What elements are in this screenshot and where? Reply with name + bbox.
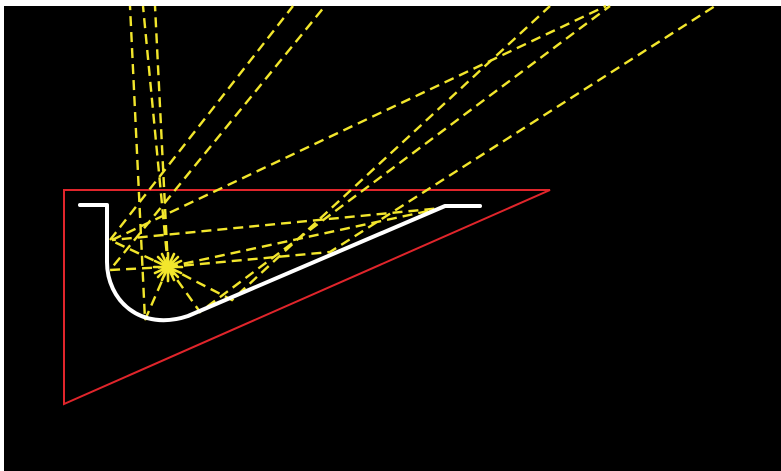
enclosure-boundary-triangle xyxy=(63,189,551,406)
diagram-background xyxy=(4,6,781,471)
reflector-profile xyxy=(78,203,482,323)
light-ray xyxy=(128,5,170,321)
light-source-starburst-icon xyxy=(152,251,184,283)
light-ray xyxy=(141,5,170,268)
light-ray xyxy=(153,5,170,268)
light-ray xyxy=(107,5,326,272)
light-ray xyxy=(111,4,607,242)
light-ray xyxy=(167,5,551,302)
light-ray xyxy=(167,4,716,269)
light-ray xyxy=(108,5,294,269)
